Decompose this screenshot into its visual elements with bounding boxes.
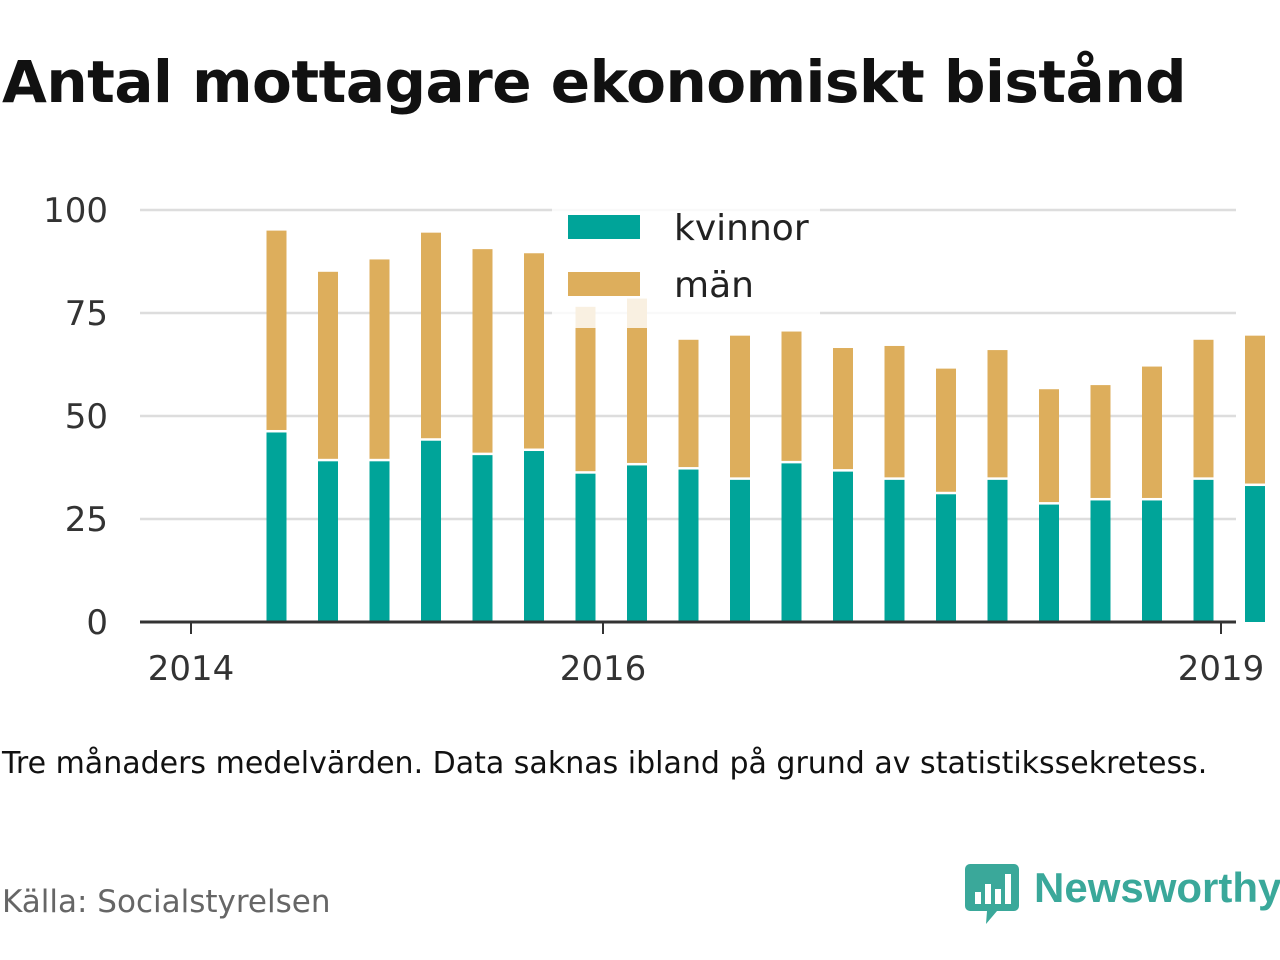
bar-man — [936, 368, 956, 492]
bar-kvinnor — [1090, 500, 1111, 622]
bar-man — [1090, 385, 1111, 498]
bar-man — [781, 331, 802, 461]
bar-man — [987, 350, 1008, 478]
bar-kvinnor — [884, 479, 905, 622]
newsworthy-logo: Newsworthy — [964, 862, 1280, 926]
legend: kvinnor män — [552, 202, 820, 328]
bar-man — [421, 232, 441, 439]
bar-man — [575, 306, 596, 472]
bars — [266, 230, 1265, 622]
chart-note: Tre månaders medelvärden. Data saknas ib… — [2, 746, 1208, 781]
bar-kvinnor — [678, 469, 699, 622]
legend-label-kvinnor: kvinnor — [674, 208, 809, 249]
legend-label-man: män — [674, 265, 754, 306]
stacked-bar-chart: 025507510020142016201920212023 kvinnor m… — [43, 191, 1265, 689]
legend-swatch-man — [568, 272, 640, 296]
bar-man — [1142, 366, 1162, 498]
bar-man — [833, 348, 853, 470]
bar-kvinnor — [781, 463, 802, 622]
legend-swatch-kvinnor — [568, 215, 640, 239]
bar-kvinnor — [936, 494, 956, 622]
bar-man — [524, 253, 544, 449]
bar-kvinnor — [1039, 504, 1059, 622]
bar-man — [369, 259, 390, 459]
bar-man — [1245, 335, 1265, 484]
chart-title: Antal mottagare ekonomiskt bistånd — [2, 48, 1187, 116]
bar-man — [266, 230, 287, 430]
bar-man — [1193, 339, 1214, 478]
bar-kvinnor — [1245, 486, 1265, 622]
brand-name: Newsworthy — [1034, 864, 1280, 911]
bar-kvinnor — [421, 440, 441, 622]
source-credit: Källa: Socialstyrelsen — [2, 884, 331, 920]
bar-man — [1039, 389, 1059, 503]
bar-man — [472, 249, 493, 453]
bar-kvinnor — [318, 461, 338, 622]
bar-kvinnor — [472, 455, 493, 622]
bar-kvinnor — [524, 451, 544, 622]
y-tick-label-25: 25 — [65, 500, 108, 540]
newsworthy-chart-bubble-icon — [965, 864, 1019, 924]
x-tick-label-2019: 2019 — [1178, 649, 1265, 689]
bar-kvinnor — [266, 432, 287, 622]
bar-kvinnor — [1193, 479, 1214, 622]
bar-man — [730, 335, 750, 478]
bar-kvinnor — [730, 479, 750, 622]
y-tick-label-75: 75 — [65, 294, 108, 334]
axes: 025507510020142016201920212023 — [43, 191, 1265, 689]
bar-kvinnor — [987, 479, 1008, 622]
bar-kvinnor — [369, 461, 390, 622]
bar-man — [678, 339, 699, 468]
y-tick-label-0: 0 — [86, 603, 108, 643]
bar-man — [627, 298, 647, 463]
bar-kvinnor — [1142, 500, 1162, 622]
x-tick-label-2014: 2014 — [148, 649, 235, 689]
bar-man — [318, 271, 338, 459]
x-tick-label-2016: 2016 — [560, 649, 647, 689]
bar-kvinnor — [627, 465, 647, 622]
bar-man — [884, 345, 905, 478]
y-tick-label-100: 100 — [43, 191, 108, 231]
bar-kvinnor — [833, 471, 853, 622]
bar-kvinnor — [575, 473, 596, 622]
y-tick-label-50: 50 — [65, 397, 108, 437]
